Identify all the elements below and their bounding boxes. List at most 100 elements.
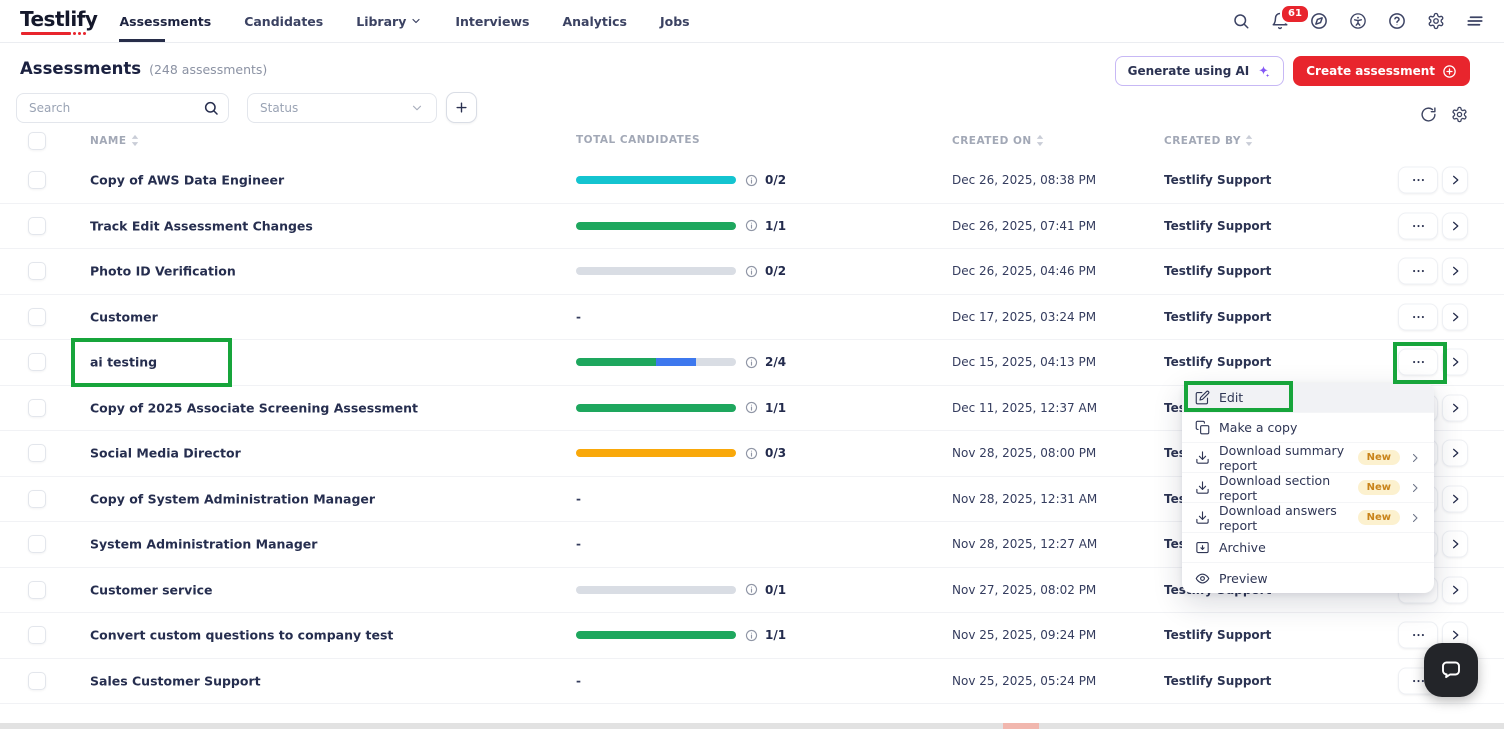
info-icon[interactable]: [745, 265, 758, 278]
row-checkbox[interactable]: [28, 216, 46, 235]
row-expand-button[interactable]: [1442, 303, 1468, 331]
settings-gear-icon[interactable]: [1427, 12, 1445, 30]
row-expand-button[interactable]: [1442, 348, 1468, 376]
row-checkbox[interactable]: [28, 171, 46, 190]
menu-item-make-a-copy[interactable]: Make a copy: [1182, 413, 1434, 443]
assessment-name[interactable]: ai testing: [90, 354, 158, 370]
column-header-created-on[interactable]: CREATED ON: [952, 134, 1044, 147]
row-expand-button[interactable]: [1442, 257, 1468, 285]
menu-item-archive[interactable]: Archive: [1182, 533, 1434, 563]
row-expand-button[interactable]: [1442, 485, 1468, 513]
assessment-name[interactable]: Copy of System Administration Manager: [90, 491, 376, 507]
assessment-name[interactable]: Copy of 2025 Associate Screening Assessm…: [90, 400, 419, 416]
row-actions-button[interactable]: [1398, 348, 1438, 376]
logo-underline: [21, 32, 86, 35]
info-icon[interactable]: [745, 447, 758, 460]
assessment-name[interactable]: Convert custom questions to company test: [90, 627, 394, 643]
row-checkbox[interactable]: [28, 444, 46, 463]
notifications-bell-icon[interactable]: 61: [1271, 4, 1310, 30]
created-on-value: Nov 28, 2025, 12:31 AM: [952, 491, 1098, 506]
row-expand-button[interactable]: [1442, 212, 1468, 240]
row-checkbox[interactable]: [28, 489, 46, 508]
nav-item-analytics[interactable]: Analytics: [562, 13, 627, 29]
info-icon[interactable]: [745, 583, 758, 596]
info-icon[interactable]: [745, 219, 758, 232]
menu-item-preview[interactable]: Preview: [1182, 563, 1434, 593]
archive-icon: [1195, 540, 1210, 555]
row-checkbox[interactable]: [28, 262, 46, 281]
select-all-checkbox[interactable]: [28, 132, 46, 150]
row-actions-button[interactable]: [1398, 212, 1438, 240]
row-checkbox[interactable]: [28, 353, 46, 372]
chat-widget-button[interactable]: [1424, 643, 1478, 697]
row-actions-button[interactable]: [1398, 166, 1438, 194]
created-by-value: Testlify Support: [1164, 309, 1272, 324]
assessment-name[interactable]: Photo ID Verification: [90, 263, 236, 279]
top-navigation: Testlify Assessments Candidates Library Int…: [0, 0, 1504, 43]
row-checkbox[interactable]: [28, 580, 46, 599]
candidate-count: 0/2: [765, 264, 787, 279]
nav-item-jobs[interactable]: Jobs: [660, 13, 690, 29]
candidates-cell: -: [576, 310, 581, 324]
add-filter-button[interactable]: [446, 92, 477, 123]
row-checkbox[interactable]: [28, 535, 46, 554]
row-checkbox[interactable]: [28, 671, 46, 690]
compass-icon[interactable]: [1310, 12, 1328, 30]
assessment-name[interactable]: Sales Customer Support: [90, 673, 261, 689]
column-header-candidates[interactable]: TOTAL CANDIDATES: [576, 134, 700, 146]
search-icon[interactable]: [1232, 12, 1250, 30]
assessment-name[interactable]: Customer: [90, 309, 158, 325]
menu-item-download-summary-report[interactable]: Download summary report New: [1182, 443, 1434, 473]
info-icon[interactable]: [745, 629, 758, 642]
row-actions-button[interactable]: [1398, 257, 1438, 285]
assessment-name[interactable]: Customer service: [90, 582, 213, 598]
table-row: Photo ID Verification 0/2 Dec 26, 2025, …: [0, 249, 1504, 295]
create-assessment-button[interactable]: Create assessment: [1293, 56, 1470, 86]
menu-item-download-answers-report[interactable]: Download answers report New: [1182, 503, 1434, 533]
column-header-created-by[interactable]: CREATED BY: [1164, 134, 1253, 147]
nav-item-assessments[interactable]: Assessments: [119, 0, 211, 42]
assessment-count: (248 assessments): [149, 62, 268, 77]
help-icon[interactable]: [1388, 12, 1406, 30]
row-expand-button[interactable]: [1442, 530, 1468, 558]
generate-ai-label: Generate using AI: [1127, 64, 1250, 78]
assessment-name[interactable]: Copy of AWS Data Engineer: [90, 172, 285, 188]
row-expand-button[interactable]: [1442, 439, 1468, 467]
row-expand-button[interactable]: [1442, 394, 1468, 422]
candidates-cell: -: [576, 674, 581, 688]
info-icon[interactable]: [745, 174, 758, 187]
row-actions-button[interactable]: [1398, 303, 1438, 331]
nav-item-interviews[interactable]: Interviews: [455, 13, 530, 29]
chevron-right-icon: [1452, 403, 1458, 413]
generate-ai-button[interactable]: Generate using AI: [1114, 56, 1285, 86]
table-settings-icon[interactable]: [1451, 106, 1468, 123]
row-actions: [1398, 257, 1468, 285]
refresh-icon[interactable]: [1420, 106, 1437, 123]
row-checkbox[interactable]: [28, 398, 46, 417]
candidates-cell: -: [576, 492, 581, 506]
row-checkbox[interactable]: [28, 307, 46, 326]
status-filter-select[interactable]: Status: [247, 92, 437, 123]
row-checkbox[interactable]: [28, 626, 46, 645]
horizontal-scrollbar[interactable]: [0, 723, 1504, 729]
column-header-name[interactable]: NAME: [90, 134, 139, 147]
assessment-name[interactable]: System Administration Manager: [90, 536, 318, 552]
filter-bar: Status: [0, 92, 1504, 123]
nav-item-candidates[interactable]: Candidates: [244, 13, 324, 29]
row-expand-button[interactable]: [1442, 576, 1468, 604]
menu-icon[interactable]: [1466, 12, 1484, 30]
menu-item-download-section-report[interactable]: Download section report New: [1182, 473, 1434, 503]
menu-item-edit[interactable]: Edit: [1182, 383, 1434, 413]
row-actions-button[interactable]: [1398, 621, 1438, 649]
info-icon[interactable]: [745, 401, 758, 414]
progress-bar: [576, 585, 736, 594]
assessment-name[interactable]: Social Media Director: [90, 445, 241, 461]
row-expand-button[interactable]: [1442, 166, 1468, 194]
nav-item-library[interactable]: Library: [356, 0, 422, 42]
search-input[interactable]: [16, 92, 229, 123]
search-magnifier-icon[interactable]: [203, 100, 219, 116]
info-icon[interactable]: [745, 356, 758, 369]
accessibility-icon[interactable]: [1349, 12, 1367, 30]
brand-logo[interactable]: Testlify: [20, 7, 98, 35]
assessment-name[interactable]: Track Edit Assessment Changes: [90, 218, 313, 234]
